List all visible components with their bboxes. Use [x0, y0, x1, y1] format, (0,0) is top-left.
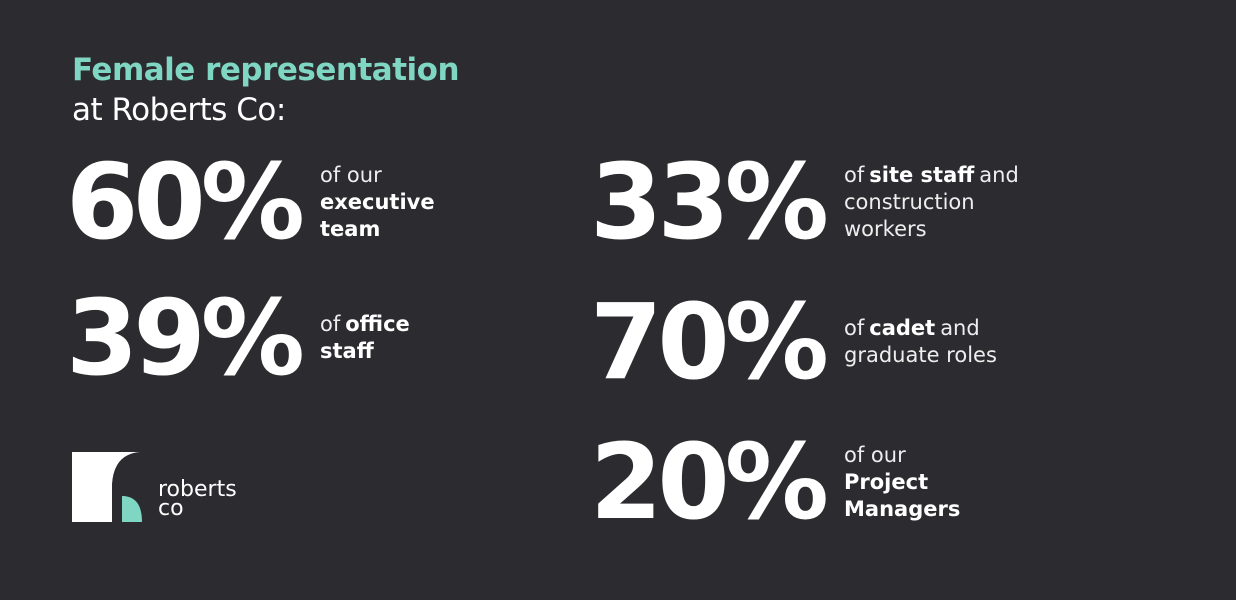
description-text: and [979, 162, 1019, 187]
description-text: Project [844, 469, 929, 494]
description-line: staff [320, 338, 410, 365]
description-text: workers [844, 216, 927, 241]
description-text: cadet [869, 316, 936, 340]
stat-description: of cadet and graduate roles [844, 315, 997, 369]
description-line: of site staff and [844, 162, 1019, 189]
description-line: Managers [844, 496, 960, 523]
description-text: office [345, 312, 410, 336]
description-text: of our [844, 442, 906, 467]
stat-description: of our executive team [320, 162, 435, 243]
title: Female representation [72, 52, 460, 88]
stat: 70% of cadet and graduate roles [590, 290, 997, 394]
description-text: of [844, 162, 865, 187]
description-text: of [320, 312, 341, 336]
description-text: of our [320, 162, 382, 187]
description-line: graduate roles [844, 342, 997, 369]
description-text: team [320, 216, 381, 241]
stat: 39% of office staff [66, 286, 410, 390]
description-text: Managers [844, 496, 961, 521]
description-line: of our [844, 442, 960, 469]
description-line: Project [844, 469, 960, 496]
stat-figure: 39% [66, 277, 305, 399]
description-text: construction [844, 189, 975, 214]
stat-description: of site staff and construction workers [844, 162, 1019, 243]
logo-text: roberts co [158, 477, 237, 521]
description-line: team [320, 216, 435, 243]
description-line: of cadet and [844, 315, 997, 342]
stat-figure: 20% [590, 421, 829, 543]
stat-figure: 70% [590, 281, 829, 403]
description-line: workers [844, 216, 1019, 243]
description-line: of our [320, 162, 435, 189]
stat-description: of our Project Managers [844, 442, 960, 523]
description-text: staff [320, 339, 374, 363]
logo-icon [72, 452, 142, 522]
description-text: executive [320, 189, 435, 214]
stat: 20% of our Project Managers [590, 430, 960, 534]
stat-figure: 60% [66, 141, 305, 263]
stat: 33% of site staff and construction workers [590, 150, 1019, 254]
stat: 60% of our executive team [66, 150, 435, 254]
description-text: of [844, 316, 865, 340]
description-line: executive [320, 189, 435, 216]
description-text: site staff [869, 162, 975, 187]
description-line: of office [320, 311, 410, 338]
subtitle: at Roberts Co: [72, 92, 286, 128]
stat-description: of office staff [320, 311, 410, 365]
description-line: construction [844, 189, 1019, 216]
description-text: graduate roles [844, 343, 997, 367]
description-text: and [940, 316, 980, 340]
logo-line: co [158, 496, 184, 521]
stat-figure: 33% [590, 141, 829, 263]
logo-line: roberts [158, 477, 237, 502]
